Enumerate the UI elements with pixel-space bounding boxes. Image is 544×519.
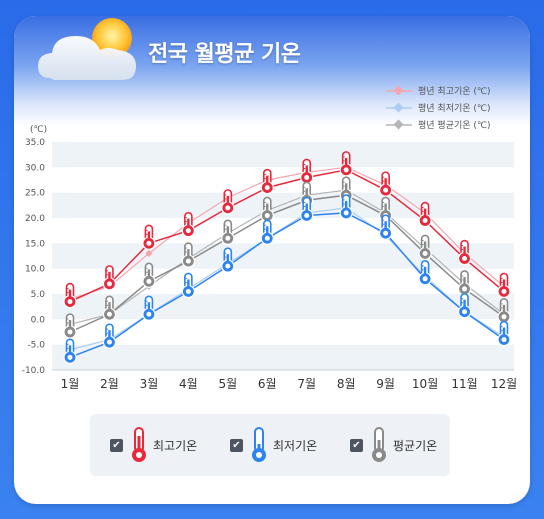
x-tick-label: 9월 (376, 377, 395, 391)
page-title: 전국 월평균 기온 (148, 42, 301, 67)
legend-label-max: 최고기온 (153, 438, 198, 453)
max-data-point (181, 211, 195, 238)
min-data-point (142, 295, 156, 321)
max-data-point (300, 158, 314, 185)
avg-data-point (418, 234, 432, 261)
min-data-point (497, 320, 511, 347)
avg-data-point (260, 196, 274, 223)
max-data-point (142, 224, 156, 250)
min-series-line (69, 212, 505, 359)
y-tick-label: 25.0 (25, 189, 45, 199)
legend-marker (393, 119, 404, 130)
max-data-point (418, 201, 432, 228)
max-data-point (260, 168, 274, 195)
x-tick-label: 4월 (179, 377, 198, 391)
legend-toggle-min[interactable]: ✔ 최저기온 (230, 414, 317, 476)
x-tick-label: 11월 (451, 377, 477, 391)
avg-data-point (102, 295, 117, 321)
series-toggle-legend: ✔ 최고기온 ✔ 최저기온 ✔ (90, 414, 450, 476)
y-tick-label: 0.0 (31, 315, 46, 325)
grid-band (52, 192, 514, 218)
legend-marker (393, 85, 404, 96)
x-tick-label: 5월 (218, 377, 237, 391)
x-tick-label: 3월 (140, 377, 159, 391)
y-tick-label: -5.0 (27, 341, 45, 351)
grid-band (52, 344, 514, 370)
avg-data-point (497, 297, 511, 324)
normal-series-line (69, 189, 505, 325)
sun-cloud-icon (38, 18, 136, 80)
normal-series-line (69, 166, 505, 300)
normal-data-point (145, 249, 153, 258)
checkbox-min[interactable]: ✔ (230, 438, 243, 452)
max-data-point (457, 239, 472, 266)
grid-band (52, 294, 514, 320)
avg-data-point (221, 219, 235, 245)
y-tick-label: 35.0 (25, 138, 45, 148)
x-tick-label: 2월 (100, 377, 119, 391)
x-tick-label: 10월 (412, 377, 438, 391)
y-tick-label: 30.0 (25, 163, 45, 173)
legend-label-min: 최저기온 (273, 438, 318, 453)
x-tick-label: 7월 (297, 377, 316, 391)
legend-label: 평년 최고기온 (℃) (418, 86, 491, 97)
legend-marker (393, 102, 404, 113)
y-tick-label: 10.0 (25, 265, 45, 275)
checkbox-avg[interactable]: ✔ (350, 438, 363, 452)
avg-series-line (69, 194, 505, 333)
x-tick-label: 8월 (337, 377, 356, 391)
grid-band (52, 142, 514, 168)
y-tick-label: 15.0 (25, 239, 45, 249)
temperature-chart: (℃) 35.0 30.0 25.0 20.0 15.0 10.0 5.0 0.0 -5.0 -10… (22, 85, 517, 391)
legend-toggle-avg[interactable]: ✔ 평균기온 (350, 414, 437, 476)
min-data-point (339, 194, 353, 220)
min-data-point (181, 272, 195, 299)
thermometer-gray-icon (372, 427, 386, 462)
y-axis-unit-label: (℃) (30, 125, 47, 135)
y-tick-label: -10.0 (22, 366, 46, 376)
min-data-point (260, 219, 274, 245)
y-tick-label: 20.0 (25, 214, 45, 224)
max-data-point (497, 272, 511, 299)
min-data-point (418, 259, 432, 286)
avg-data-point (63, 313, 77, 339)
x-tick-label: 6월 (258, 377, 277, 391)
min-data-point (63, 338, 77, 364)
max-data-point (102, 265, 117, 291)
x-tick-label: 12월 (491, 377, 517, 391)
avg-data-point (142, 262, 156, 288)
x-tick-label: 1월 (61, 377, 80, 391)
legend-label: 평년 최저기온 (℃) (418, 103, 491, 114)
avg-data-point (457, 270, 472, 296)
normal-series-line (69, 207, 505, 351)
thermometer-red-icon (132, 427, 146, 462)
max-data-point (221, 189, 235, 215)
legend-label-avg: 평균기온 (393, 438, 438, 453)
thermometer-blue-icon (252, 427, 266, 462)
min-data-point (379, 214, 393, 240)
legend-toggle-max[interactable]: ✔ 최고기온 (110, 414, 197, 476)
min-data-point (457, 292, 472, 319)
legend-label: 평년 평균기온 (℃) (418, 120, 491, 131)
chart-card: 전국 월평균 기온 (℃) 35.0 30.0 25.0 20.0 15.0 10.0 5.0… (14, 16, 530, 504)
avg-data-point (181, 242, 195, 268)
min-data-point (102, 323, 117, 349)
min-data-point (221, 247, 235, 273)
max-series-line (69, 169, 505, 303)
checkbox-max[interactable]: ✔ (110, 438, 123, 452)
y-tick-label: 5.0 (31, 290, 46, 300)
min-data-point (300, 196, 314, 223)
max-data-point (63, 282, 77, 309)
max-data-point (379, 171, 393, 197)
grid-band (52, 243, 514, 269)
max-data-point (339, 151, 353, 177)
